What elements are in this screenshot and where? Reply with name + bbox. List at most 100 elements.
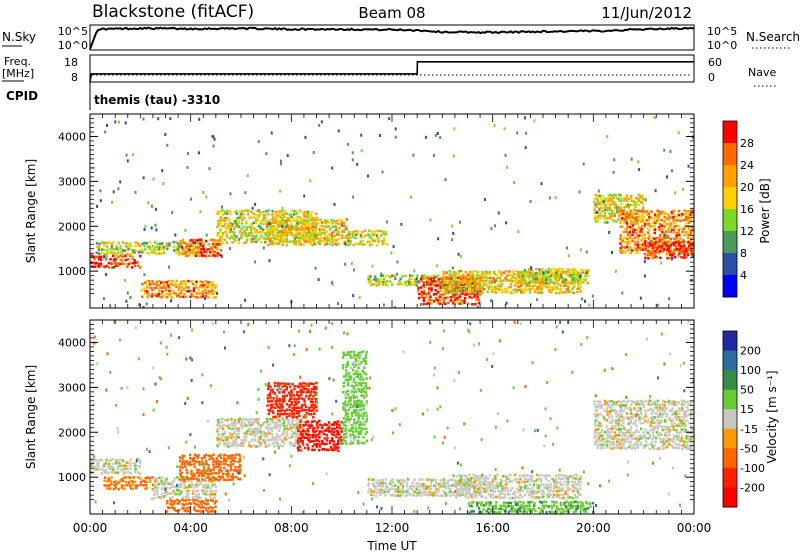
heatmap-cell (340, 236, 343, 240)
heatmap-cell (459, 283, 462, 286)
heatmap-cell (441, 494, 445, 498)
heatmap-cell (422, 485, 425, 489)
heatmap-cell (170, 485, 174, 489)
scatter-cell (331, 281, 333, 285)
heatmap-cell (290, 222, 293, 226)
heatmap-cell (495, 279, 498, 282)
heatmap-cell (211, 281, 215, 284)
heatmap-cell (303, 226, 306, 229)
heatmap-cell (350, 439, 353, 443)
scatter-cell (643, 260, 646, 264)
heatmap-cell (105, 245, 109, 248)
heatmap-cell (312, 237, 315, 241)
heatmap-cell (636, 248, 639, 252)
heatmap-cell (281, 390, 284, 394)
heatmap-cell (645, 254, 648, 257)
heatmap-cell (562, 280, 565, 284)
heatmap-cell (330, 219, 333, 222)
heatmap-cell (665, 249, 669, 252)
heatmap-cell (452, 493, 455, 497)
heatmap-cell (95, 459, 98, 462)
heatmap-cell (331, 243, 334, 247)
scatter-cell (585, 250, 588, 254)
heatmap-cell (462, 275, 465, 279)
scatter-cell (280, 162, 282, 166)
heatmap-cell (352, 378, 355, 381)
heatmap-cell (363, 412, 366, 415)
heatmap-cell (685, 215, 688, 219)
heatmap-cell (627, 206, 630, 209)
heatmap-cell (139, 480, 143, 484)
heatmap-cell (468, 295, 471, 299)
heatmap-cell (200, 474, 204, 478)
heatmap-cell (373, 233, 376, 236)
heatmap-cell (367, 281, 370, 284)
heatmap-cell (287, 225, 291, 229)
heatmap-cell (278, 429, 281, 432)
heatmap-cell (307, 225, 310, 229)
heatmap-cell (661, 250, 664, 253)
heatmap-cell (384, 494, 387, 497)
heatmap-cell (95, 468, 98, 471)
heatmap-cell (436, 296, 440, 299)
heatmap-cell (626, 233, 630, 237)
heatmap-cell (256, 218, 260, 222)
heatmap-cell (231, 454, 235, 457)
heatmap-cell (108, 467, 111, 470)
heatmap-cell (486, 276, 489, 280)
heatmap-cell (165, 493, 168, 496)
heatmap-cell (663, 247, 666, 251)
heatmap-cell (281, 222, 285, 225)
scatter-cell (621, 291, 624, 295)
heatmap-cell (433, 478, 436, 481)
scatter-cell (523, 116, 526, 120)
heatmap-cell (265, 209, 268, 213)
heatmap-cell (348, 396, 351, 399)
heatmap-cell (248, 423, 251, 427)
heatmap-cell (631, 210, 634, 214)
heatmap-cell (382, 280, 385, 284)
scatter-cell (687, 164, 690, 168)
heatmap-cell (456, 493, 459, 497)
heatmap-cell (177, 248, 180, 251)
heatmap-cell (106, 484, 109, 487)
heatmap-cell (295, 243, 298, 247)
heatmap-cell (335, 222, 338, 225)
scatter-cell (286, 154, 289, 158)
heatmap-cell (304, 221, 307, 225)
scatter-cell (682, 238, 685, 242)
heatmap-cell (310, 409, 313, 412)
heatmap-cell (133, 259, 136, 262)
heatmap-cell (624, 197, 628, 200)
heatmap-cell (344, 403, 347, 406)
heatmap-cell (255, 228, 258, 232)
heatmap-cell (230, 418, 233, 421)
power-colorbar-swatch (723, 121, 737, 144)
heatmap-cell (650, 216, 653, 220)
scatter-cell (145, 302, 148, 306)
heatmap-cell (253, 227, 256, 231)
heatmap-cell (499, 481, 502, 484)
heatmap-cell (682, 242, 686, 245)
date-title: 11/Jun/2012 (601, 4, 692, 22)
heatmap-cell (658, 249, 662, 253)
heatmap-cell (601, 199, 604, 203)
heatmap-cell (648, 242, 652, 245)
heatmap-cell (449, 478, 452, 481)
heatmap-cell (302, 427, 305, 430)
heatmap-cell (609, 215, 612, 218)
heatmap-cell (340, 439, 343, 442)
heatmap-cell (434, 478, 437, 482)
heatmap-cell (604, 205, 607, 208)
heatmap-cell (153, 484, 157, 487)
heatmap-cell (217, 421, 220, 424)
heatmap-cell (134, 486, 137, 490)
heatmap-cell (573, 268, 577, 271)
heatmap-cell (442, 485, 445, 488)
heatmap-cell (194, 498, 197, 502)
heatmap-cell (283, 395, 286, 398)
heatmap-cell (631, 213, 634, 217)
heatmap-cell (241, 426, 244, 429)
heatmap-cell (684, 231, 688, 234)
heatmap-cell (509, 283, 513, 286)
